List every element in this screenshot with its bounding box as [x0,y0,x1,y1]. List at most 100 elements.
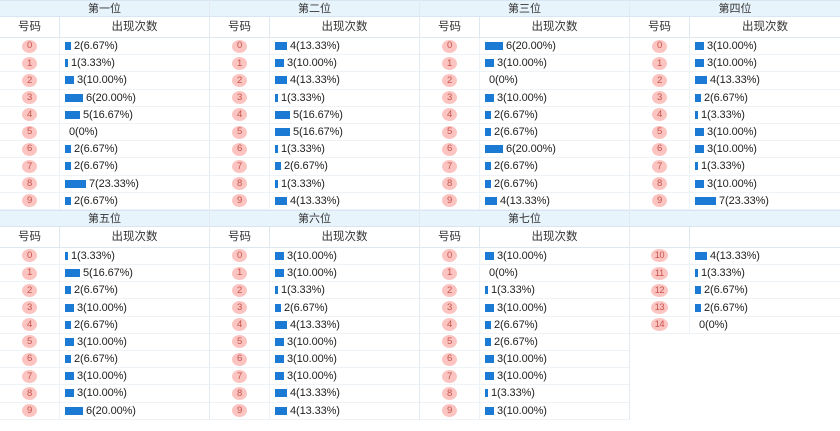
frequency-bar [275,406,287,415]
number-badge: 0 [232,249,247,263]
table-row[interactable]: 3 2(6.67%) [210,299,419,317]
cell-number: 1 [210,265,270,282]
table-row[interactable]: 7 2(6.67%) [210,158,419,176]
table-row[interactable]: 4 5(16.67%) [210,106,419,124]
table-row[interactable]: 3 2(6.67%) [630,89,840,107]
table-row[interactable]: 5 3(10.00%) [210,333,419,351]
table-row[interactable]: 3 1(3.33%) [210,89,419,107]
cell-count: 3(10.00%) [60,72,209,88]
cell-number: 2 [420,72,480,89]
table-row[interactable]: 13 2(6.67%) [630,299,840,317]
column-header-row: 号码 出现次数 [210,17,419,38]
table-row[interactable]: 6 3(10.00%) [630,141,840,159]
table-row[interactable]: 9 4(13.33%) [420,192,629,210]
count-label: 3(10.00%) [707,126,757,139]
table-row[interactable]: 5 0(0%) [0,123,209,142]
table-row[interactable]: 9 2(6.67%) [0,192,209,210]
table-row[interactable]: 2 0(0%) [420,72,629,90]
table-row[interactable]: 7 2(6.67%) [0,158,209,176]
table-row[interactable]: 6 2(6.67%) [0,141,209,159]
cell-count: 3(10.00%) [60,334,209,350]
table-row[interactable]: 6 3(10.00%) [420,351,629,369]
table-row[interactable]: 8 1(3.33%) [210,175,419,193]
cell-count: 6(20.00%) [60,403,209,419]
table-row[interactable]: 9 3(10.00%) [420,402,629,420]
table-row[interactable]: 3 3(10.00%) [0,299,209,317]
table-row[interactable]: 0 3(10.00%) [420,247,629,266]
count-label: 1(3.33%) [491,387,535,400]
table-row[interactable]: 1 1(3.33%) [0,55,209,73]
cell-number: 13 [630,299,690,316]
table-row[interactable]: 0 3(10.00%) [630,38,840,56]
table-row[interactable]: 2 1(3.33%) [420,282,629,300]
table-row[interactable]: 6 2(6.67%) [0,351,209,369]
table-row[interactable]: 1 0(0%) [420,265,629,283]
table-row[interactable]: 3 3(10.00%) [420,299,629,317]
table-row[interactable]: 4 2(6.67%) [420,106,629,124]
table-row[interactable]: 8 1(3.33%) [420,385,629,403]
cell-number: 8 [630,175,690,192]
table-row[interactable]: 9 4(13.33%) [210,192,419,210]
number-badge: 5 [232,125,247,139]
table-row[interactable]: 0 2(6.67%) [0,38,209,56]
table-row[interactable]: 7 3(10.00%) [420,368,629,386]
table-row[interactable]: 8 7(23.33%) [0,175,209,193]
table-row[interactable]: 9 4(13.33%) [210,402,419,420]
table-row[interactable]: 8 2(6.67%) [420,175,629,193]
table-row[interactable]: 3 3(10.00%) [420,89,629,107]
cell-number: 8 [210,385,270,402]
table-row[interactable]: 6 1(3.33%) [210,141,419,159]
table-row[interactable]: 7 1(3.33%) [630,158,840,176]
table-row[interactable]: 5 5(16.67%) [210,123,419,142]
table-row[interactable]: 12 2(6.67%) [630,282,840,300]
cell-number: 7 [210,368,270,385]
table-row[interactable]: 5 3(10.00%) [630,123,840,142]
table-row[interactable]: 7 3(10.00%) [210,368,419,386]
table-row[interactable]: 8 4(13.33%) [210,385,419,403]
table-row[interactable]: 8 3(10.00%) [630,175,840,193]
table-row[interactable]: 14 0(0%) [630,316,840,334]
table-row[interactable]: 4 1(3.33%) [630,106,840,124]
table-row[interactable]: 7 3(10.00%) [0,368,209,386]
table-row[interactable]: 4 2(6.67%) [420,316,629,334]
table-row[interactable]: 1 5(16.67%) [0,265,209,283]
table-row[interactable]: 2 3(10.00%) [0,72,209,90]
table-row[interactable]: 3 6(20.00%) [0,89,209,107]
count-label: 1(3.33%) [701,108,745,121]
number-badge: 5 [232,335,247,349]
table-row[interactable]: 0 3(10.00%) [210,247,419,266]
table-row[interactable]: 2 4(13.33%) [630,72,840,90]
table-row[interactable]: 9 6(20.00%) [0,402,209,420]
table-row[interactable]: 1 3(10.00%) [630,55,840,73]
frequency-bar [485,196,497,205]
table-row[interactable]: 0 1(3.33%) [0,247,209,266]
table-row[interactable]: 2 2(6.67%) [0,282,209,300]
table-row[interactable]: 5 2(6.67%) [420,123,629,142]
table-row[interactable]: 10 4(13.33%) [630,247,840,266]
table-row[interactable]: 4 5(16.67%) [0,106,209,124]
count-label: 4(13.33%) [290,387,340,400]
header-number: 号码 [210,17,270,37]
table-row[interactable]: 4 4(13.33%) [210,316,419,334]
table-row[interactable]: 1 3(10.00%) [420,55,629,73]
number-badge: 4 [232,318,247,332]
table-row[interactable]: 7 2(6.67%) [420,158,629,176]
table-row[interactable]: 1 3(10.00%) [210,55,419,73]
table-row[interactable]: 0 6(20.00%) [420,38,629,56]
table-row[interactable]: 0 4(13.33%) [210,38,419,56]
table-row[interactable]: 4 2(6.67%) [0,316,209,334]
table-row[interactable]: 8 3(10.00%) [0,385,209,403]
number-badge: 8 [232,177,247,191]
table-row[interactable]: 2 4(13.33%) [210,72,419,90]
table-row[interactable]: 2 1(3.33%) [210,282,419,300]
table-row[interactable]: 5 2(6.67%) [420,333,629,351]
table-row[interactable]: 6 6(20.00%) [420,141,629,159]
cell-number: 2 [210,282,270,299]
table-row[interactable]: 6 3(10.00%) [210,351,419,369]
block-title: 第四位 [630,0,840,17]
table-row[interactable]: 11 1(3.33%) [630,265,840,283]
table-row[interactable]: 1 3(10.00%) [210,265,419,283]
number-badge: 3 [232,91,247,105]
table-row[interactable]: 9 7(23.33%) [630,192,840,210]
table-row[interactable]: 5 3(10.00%) [0,333,209,351]
